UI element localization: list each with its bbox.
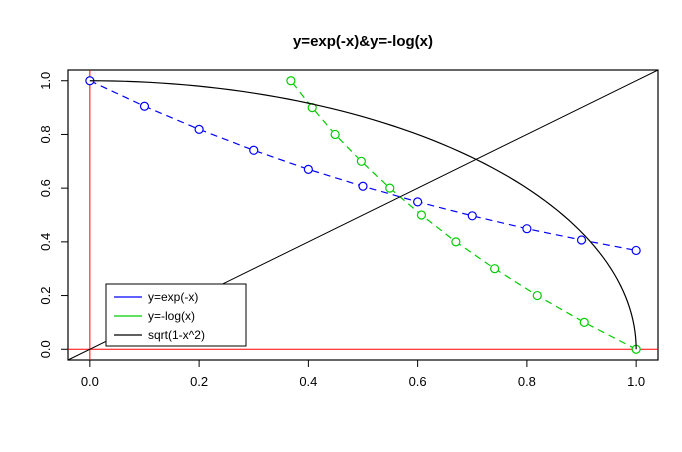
data-point bbox=[631, 245, 641, 256]
x-axis-tick-label: 0.4 bbox=[299, 374, 317, 389]
legend-label: sqrt(1-x^2) bbox=[148, 328, 205, 342]
data-point bbox=[330, 129, 340, 140]
chart-title: y=exp(-x)&y=-log(x) bbox=[293, 33, 433, 50]
x-axis-tick-label: 0.6 bbox=[409, 374, 427, 389]
legend-box bbox=[105, 283, 247, 347]
data-point bbox=[413, 197, 423, 207]
data-point bbox=[451, 237, 461, 247]
data-point bbox=[249, 145, 259, 155]
data-point bbox=[286, 76, 296, 86]
x-axis-tick-label: 0.2 bbox=[190, 374, 208, 389]
y-axis-tick-label: 0.6 bbox=[38, 179, 53, 197]
data-point bbox=[385, 183, 395, 193]
y-axis-tick-label: 0.0 bbox=[38, 340, 53, 358]
data-point bbox=[416, 210, 427, 220]
y-axis-tick-label: 0.8 bbox=[38, 125, 53, 143]
data-point bbox=[356, 156, 366, 166]
x-axis-tick-label: 0.8 bbox=[518, 374, 536, 389]
plot-box bbox=[67, 69, 659, 361]
data-point bbox=[522, 224, 532, 234]
data-point bbox=[576, 235, 587, 245]
legend-label: y=exp(-x) bbox=[148, 290, 198, 304]
y-axis-tick-label: 0.4 bbox=[38, 233, 53, 251]
y-axis-tick-label: 1.0 bbox=[38, 72, 53, 90]
data-point bbox=[532, 290, 542, 301]
data-point bbox=[490, 264, 500, 274]
data-point bbox=[303, 164, 313, 174]
data-point bbox=[579, 317, 589, 328]
x-axis-tick-label: 1.0 bbox=[627, 374, 645, 389]
y-axis-tick-label: 0.2 bbox=[38, 287, 53, 305]
data-point bbox=[358, 181, 368, 191]
x-axis-tick-label: 0.0 bbox=[81, 374, 99, 389]
legend-label: y=-log(x) bbox=[148, 309, 195, 323]
plot-layers: 0.0 0.2 0.4 0.6 0.8 1.0 0.0 0.2 0.4 0.6 0.8 1.0 y=ex… bbox=[38, 69, 659, 389]
series-line bbox=[290, 80, 637, 350]
data-point bbox=[467, 211, 477, 221]
data-point bbox=[139, 101, 150, 111]
data-point bbox=[194, 124, 204, 134]
